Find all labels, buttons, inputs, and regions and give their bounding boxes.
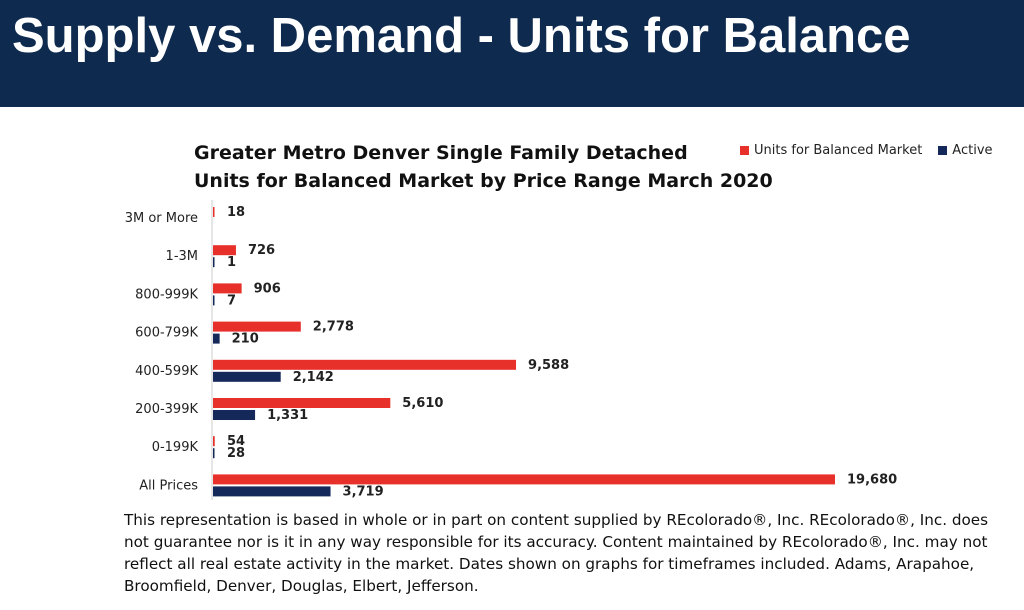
chart-legend: Units for Balanced Market Active	[740, 143, 1009, 158]
data-label: 19,680	[847, 472, 897, 487]
bar-units-for-balanced-market	[213, 398, 391, 408]
bar-units-for-balanced-market	[213, 245, 236, 256]
category-label: 200-399K	[135, 402, 198, 417]
data-label: 2,142	[293, 370, 334, 385]
data-label: 18	[227, 205, 245, 220]
data-label: 726	[248, 243, 275, 258]
category-label: All Prices	[139, 478, 198, 493]
data-label: 3,719	[343, 484, 384, 499]
legend-label: Active	[952, 143, 993, 158]
bar-active	[213, 410, 256, 420]
bar-units-for-balanced-market	[213, 207, 215, 217]
legend-label: Units for Balanced Market	[754, 143, 923, 158]
bar-active	[213, 486, 331, 497]
data-label: 1,331	[267, 408, 308, 423]
data-label: 9,588	[528, 358, 569, 373]
bar-active	[213, 371, 281, 382]
legend-swatch-red	[740, 146, 749, 155]
bar-units-for-balanced-market	[213, 474, 835, 485]
bar-active	[213, 448, 215, 459]
data-label: 54	[227, 434, 245, 449]
bar-units-for-balanced-market	[213, 321, 301, 332]
data-label: 906	[254, 281, 281, 296]
data-label: 5,610	[402, 396, 443, 411]
category-label: 800-999K	[135, 287, 198, 302]
legend-item-active: Active	[938, 143, 993, 158]
category-label: 0-199K	[152, 440, 199, 455]
bar-units-for-balanced-market	[213, 359, 517, 370]
category-label: 600-799K	[135, 326, 198, 341]
data-label: 1	[227, 255, 236, 270]
data-label: 2,778	[313, 320, 354, 335]
category-label: 400-599K	[135, 364, 198, 379]
chart-title: Greater Metro Denver Single Family Detac…	[194, 139, 773, 195]
footnote: This representation is based in whole or…	[124, 511, 989, 595]
slide-title: Supply vs. Demand - Units for Balance	[12, 9, 911, 63]
bar-units-for-balanced-market	[213, 436, 215, 447]
data-label: 7	[227, 293, 236, 308]
category-label: 3M or More	[125, 211, 198, 226]
data-label: 28	[227, 446, 245, 461]
legend-item-units-for-balanced-market: Units for Balanced Market	[740, 143, 922, 158]
bar-active	[213, 257, 215, 268]
data-label: 210	[232, 332, 259, 347]
chart-title-line-1: Greater Metro Denver Single Family Detac…	[194, 142, 688, 164]
bar-active	[213, 333, 220, 344]
bar-chart: 3M or More 18 1-3M 726 1 800-999K 906 7 600-799K…	[125, 200, 897, 500]
category-label: 1-3M	[166, 249, 198, 264]
header-banner: Supply vs. Demand - Units for Balance	[0, 0, 1024, 107]
bar-units-for-balanced-market	[213, 283, 242, 294]
bar-active	[213, 295, 215, 306]
chart-title-line-2: Units for Balanced Market by Price Range…	[194, 170, 773, 192]
legend-swatch-navy	[938, 146, 948, 155]
